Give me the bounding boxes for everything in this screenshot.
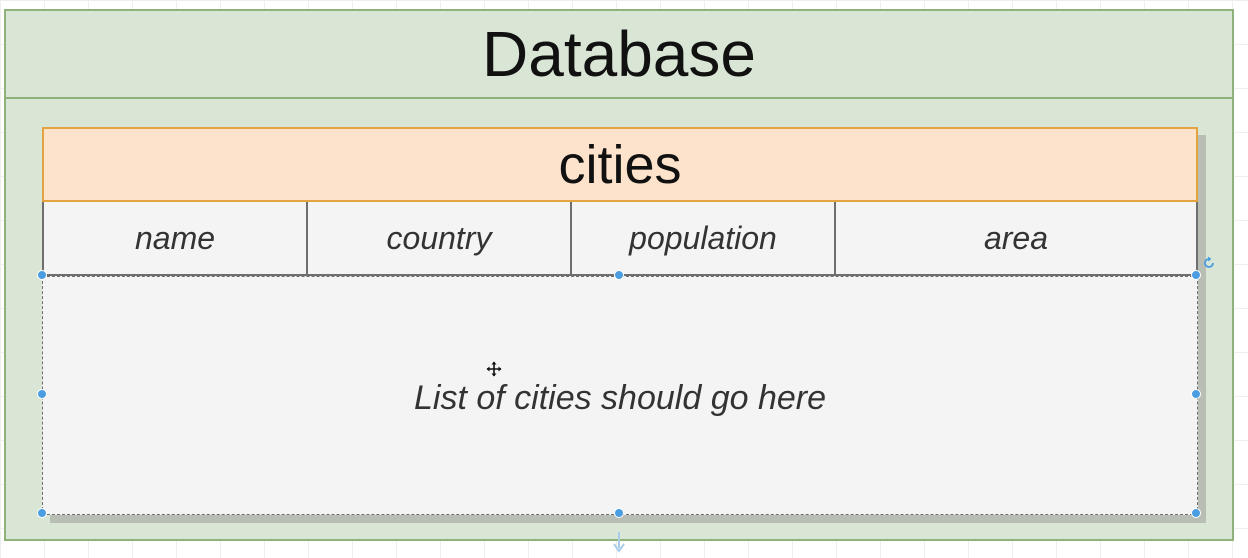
resize-handle-top-center[interactable] [614, 270, 624, 280]
table-columns[interactable]: name country population area [42, 202, 1198, 276]
table-header[interactable]: cities [42, 127, 1198, 202]
column-country[interactable]: country [308, 202, 572, 274]
resize-handle-middle-left[interactable] [37, 389, 47, 399]
resize-handle-top-left[interactable] [37, 270, 47, 280]
resize-handle-bottom-left[interactable] [37, 508, 47, 518]
database-title: Database [482, 18, 756, 90]
column-area[interactable]: area [983, 219, 1049, 256]
table-placeholder-text: List of cities should go here [413, 379, 827, 417]
rotate-icon[interactable] [1202, 256, 1216, 270]
database-header[interactable]: Database [6, 11, 1232, 99]
down-arrow-icon[interactable] [611, 531, 627, 553]
column-name[interactable]: name [44, 202, 308, 274]
table-title: cities [558, 134, 682, 195]
cities-table[interactable]: cities name country population area List… [42, 127, 1198, 515]
column-population[interactable]: population [572, 202, 836, 274]
resize-handle-bottom-right[interactable] [1191, 508, 1201, 518]
resize-handle-middle-right[interactable] [1191, 389, 1201, 399]
resize-handle-top-right[interactable] [1191, 270, 1201, 280]
resize-handle-bottom-center[interactable] [614, 508, 624, 518]
table-body-selected[interactable]: List of cities should go here [42, 276, 1198, 515]
move-cursor-icon [486, 361, 502, 377]
